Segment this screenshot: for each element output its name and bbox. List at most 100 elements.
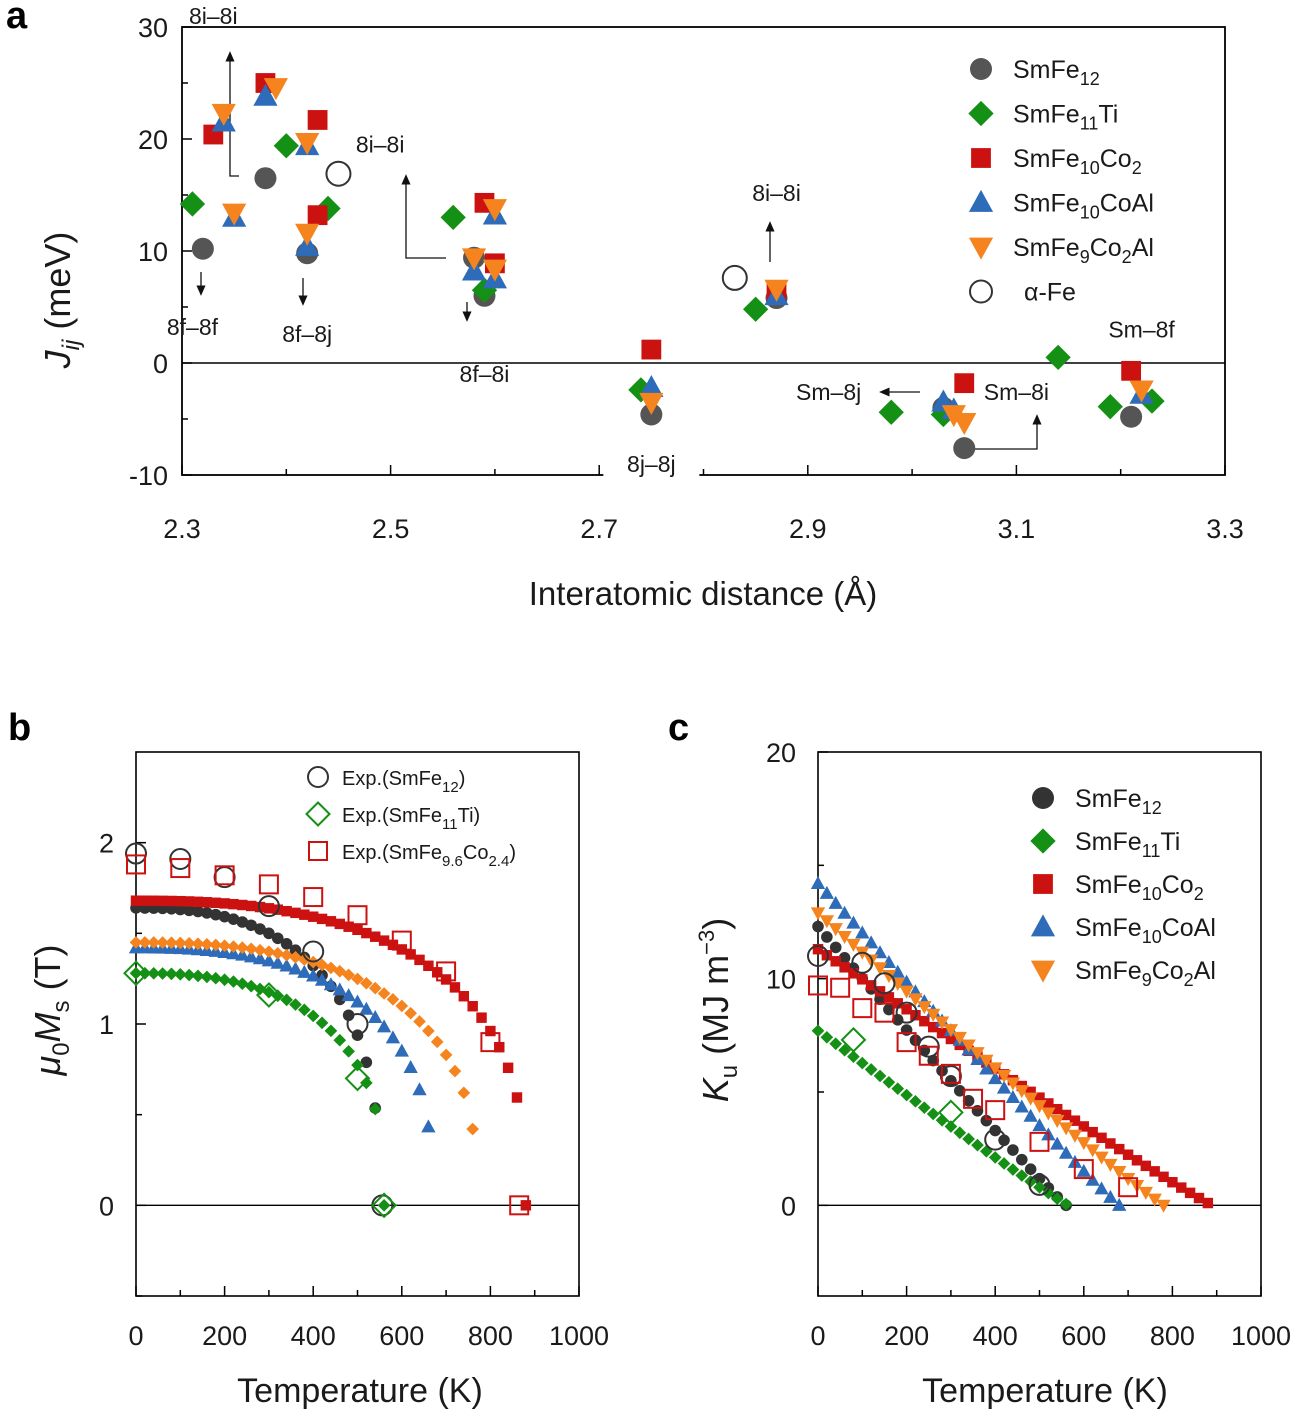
calc-point	[1032, 1100, 1047, 1114]
calc-point	[476, 1012, 487, 1023]
data-point	[211, 103, 236, 126]
calc-point	[828, 895, 843, 909]
annotation-label: 8i–8i	[356, 132, 405, 158]
data-point	[307, 205, 328, 226]
calc-point	[404, 1006, 417, 1020]
exp-point	[1118, 1177, 1139, 1198]
data-point	[295, 223, 320, 246]
data-point	[1045, 344, 1071, 371]
calc-point	[449, 982, 461, 993]
exp-point	[509, 1195, 530, 1216]
calc-point	[166, 895, 177, 907]
calc-point	[979, 1054, 994, 1068]
calc-point	[343, 921, 354, 932]
calc-point	[360, 1076, 373, 1090]
calc-point	[157, 895, 168, 907]
x-tick-label: 400	[291, 1321, 336, 1351]
calc-point	[218, 973, 231, 987]
calc-point	[237, 899, 248, 911]
calc-point	[847, 1050, 860, 1063]
x-axis-title: Temperature (K)	[237, 1372, 483, 1410]
calc-point	[377, 1199, 391, 1212]
calc-point	[980, 1144, 993, 1158]
calc-point	[235, 977, 249, 991]
calc-point	[917, 1101, 931, 1115]
calc-point	[1042, 1186, 1055, 1200]
calc-point	[1078, 1121, 1090, 1132]
calc-point	[1076, 1137, 1091, 1151]
calc-point	[1149, 1166, 1160, 1177]
calc-point	[209, 971, 223, 985]
calc-point	[953, 1085, 966, 1097]
x-tick-label: 200	[202, 1321, 247, 1351]
calc-point	[262, 945, 276, 958]
calc-point	[368, 1102, 382, 1116]
data-point	[721, 264, 748, 291]
data-point	[878, 399, 904, 425]
calc-point	[1043, 1098, 1054, 1109]
calc-point	[820, 1030, 834, 1044]
calc-point	[829, 1037, 843, 1051]
data-point	[254, 167, 277, 190]
calc-point	[262, 985, 276, 999]
calc-point	[341, 988, 356, 1002]
calc-point	[351, 972, 364, 986]
calc-point	[1041, 1107, 1056, 1121]
calc-point	[1050, 1114, 1065, 1128]
calc-point	[1184, 1187, 1196, 1199]
calc-point	[899, 985, 914, 999]
calc-point	[811, 1024, 825, 1038]
x-tick-label: 1000	[1231, 1321, 1291, 1351]
calc-point	[270, 955, 285, 969]
calc-point	[1094, 1151, 1109, 1165]
calc-point	[1052, 1103, 1063, 1115]
calc-point	[892, 998, 903, 1009]
calc-point	[1005, 1077, 1021, 1091]
calc-point	[288, 961, 303, 975]
data-point	[295, 133, 320, 156]
calc-point	[280, 938, 293, 950]
data-point	[764, 279, 789, 302]
y-tick-label: 2	[99, 829, 114, 859]
legend-marker	[305, 801, 331, 827]
calc-point	[1058, 1122, 1074, 1136]
calc-point	[351, 1029, 364, 1041]
calc-point	[385, 1030, 401, 1044]
data-point	[1120, 405, 1143, 428]
data-point	[941, 405, 966, 428]
calc-point	[279, 958, 294, 972]
calc-point	[810, 875, 826, 889]
calc-point	[377, 987, 391, 1000]
exp-point	[214, 865, 235, 886]
calc-point	[1131, 1155, 1143, 1166]
calc-point	[1193, 1192, 1205, 1204]
calc-point	[414, 954, 425, 966]
calc-point	[245, 919, 257, 932]
calc-point	[333, 964, 347, 978]
calc-point	[943, 1024, 959, 1038]
calc-point	[376, 1019, 392, 1033]
calc-point	[1050, 1136, 1065, 1150]
calc-point	[821, 931, 833, 943]
annotation-label: 8f–8f	[167, 314, 219, 340]
annotation-label: 8f–8i	[460, 361, 510, 387]
data-point	[482, 199, 507, 222]
calc-point	[307, 911, 319, 922]
calc-point	[952, 1031, 967, 1045]
calc-point	[1094, 1181, 1109, 1195]
legend-label: SmFe11Ti	[1013, 101, 1118, 134]
calc-point	[138, 966, 152, 980]
legend-label: SmFe10CoAl	[1013, 190, 1154, 223]
calc-point	[324, 961, 338, 975]
x-tick-label: 2.7	[580, 514, 618, 544]
calc-point	[919, 1015, 930, 1027]
annotation-label: Sm–8j	[796, 379, 861, 405]
calc-point	[350, 994, 365, 1008]
legend-label: Exp.(SmFe11Ti)	[342, 805, 480, 833]
calc-point	[1058, 1145, 1074, 1159]
calc-point	[864, 935, 879, 949]
legend-marker	[1032, 787, 1054, 809]
calc-point	[201, 907, 213, 919]
data-point	[639, 392, 664, 415]
calc-point	[228, 898, 239, 910]
